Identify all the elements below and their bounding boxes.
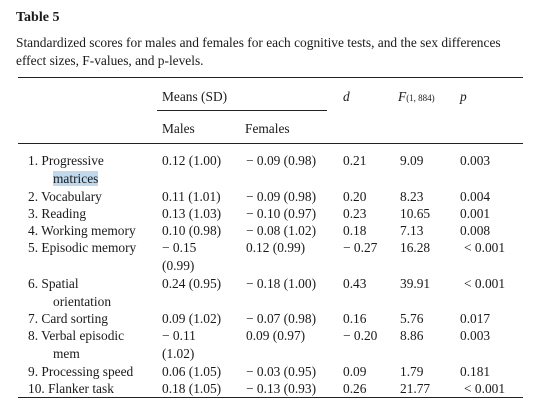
row-p-value: 0.181 <box>460 364 491 379</box>
row-f-value: 1.79 <box>400 364 424 379</box>
table-caption-line2: effect sizes, F-values, and p-levels. <box>16 53 204 68</box>
row-p-value: 0.017 <box>460 311 491 326</box>
row-test-name: 10. Flanker task <box>28 381 114 396</box>
row-f-value: 21.77 <box>400 381 431 396</box>
row-males-value-cont: (0.99) <box>162 258 195 273</box>
row-f-value: 7.13 <box>400 223 424 238</box>
row-d-value: 0.16 <box>343 311 367 326</box>
row-p-value: 0.001 <box>460 206 491 221</box>
row-test-name: 1. Progressive <box>28 153 104 168</box>
row-males-value: 0.12 (1.00) <box>162 153 222 168</box>
row-females-value: − 0.18 (1.00) <box>246 276 317 291</box>
row-females-value: 0.12 (0.99) <box>246 240 306 255</box>
row-males-value: 0.10 (0.98) <box>162 223 222 238</box>
header-females: Females <box>245 121 290 136</box>
row-test-name: 6. Spatial <box>28 276 79 291</box>
row-females-value: − 0.10 (0.97) <box>246 206 317 221</box>
row-females-value: − 0.08 (1.02) <box>246 223 317 238</box>
row-d-value: 0.23 <box>343 206 367 221</box>
highlighted-text: matrices <box>53 171 99 186</box>
header-f-sub: (1, 884) <box>406 93 435 103</box>
row-test-name: 5. Episodic memory <box>28 240 137 255</box>
row-males-value: 0.18 (1.05) <box>162 381 222 396</box>
row-f-value: 5.76 <box>400 311 424 326</box>
row-d-value: 0.21 <box>343 153 367 168</box>
header-d: d <box>343 89 350 104</box>
row-males-value: 0.11 (1.01) <box>162 189 221 204</box>
row-p-value: 0.003 <box>460 153 491 168</box>
row-females-value: 0.09 (0.97) <box>246 328 306 343</box>
row-test-name: 9. Processing speed <box>28 364 134 379</box>
row-d-value: − 0.27 <box>343 240 378 255</box>
row-f-value: 9.09 <box>400 153 424 168</box>
table-caption-line1: Standardized scores for males and female… <box>16 35 501 50</box>
top-rule <box>18 77 523 78</box>
row-test-name: 4. Working memory <box>28 223 136 238</box>
row-males-value: 0.13 (1.03) <box>162 206 222 221</box>
row-f-value: 10.65 <box>400 206 431 221</box>
row-test-name: 8. Verbal episodic <box>28 328 125 343</box>
row-females-value: − 0.07 (0.98) <box>246 311 317 326</box>
header-f-main: F <box>398 89 407 104</box>
header-males: Males <box>162 121 195 136</box>
table-label: Table 5 <box>16 10 60 25</box>
row-d-value: − 0.20 <box>343 328 378 343</box>
row-p-value: 0.004 <box>460 189 491 204</box>
row-males-value: 0.09 (1.02) <box>162 311 222 326</box>
row-d-value: 0.09 <box>343 364 367 379</box>
row-p-value: < 0.001 <box>464 276 506 291</box>
row-males-value: − 0.15 <box>162 240 197 255</box>
row-males-value: − 0.11 <box>162 328 196 343</box>
means-subrule <box>157 110 327 111</box>
row-d-value: 0.18 <box>343 223 367 238</box>
header-rule <box>18 143 523 144</box>
row-f-value: 39.91 <box>400 276 431 291</box>
row-females-value: − 0.03 (0.95) <box>246 364 317 379</box>
row-p-value: 0.003 <box>460 328 491 343</box>
row-test-name-cont: mem <box>53 346 80 361</box>
header-f: F(1, 884) <box>398 89 435 106</box>
row-males-value-cont: (1.02) <box>162 346 195 361</box>
row-females-value: − 0.09 (0.98) <box>246 153 317 168</box>
row-test-name: 7. Card sorting <box>28 311 108 326</box>
row-males-value: 0.06 (1.05) <box>162 364 222 379</box>
row-females-value: − 0.09 (0.98) <box>246 189 317 204</box>
row-males-value: 0.24 (0.95) <box>162 276 222 291</box>
row-test-name: 2. Vocabulary <box>28 189 102 204</box>
row-f-value: 8.23 <box>400 189 424 204</box>
header-means: Means (SD) <box>162 89 228 104</box>
bottom-rule <box>18 397 523 398</box>
row-test-name: 3. Reading <box>28 206 87 221</box>
row-test-name-cont: matrices <box>53 171 99 187</box>
row-females-value: − 0.13 (0.93) <box>246 381 317 396</box>
row-p-value: 0.008 <box>460 223 491 238</box>
row-p-value: < 0.001 <box>464 240 506 255</box>
row-test-name-cont: orientation <box>53 294 112 309</box>
row-d-value: 0.43 <box>343 276 367 291</box>
row-d-value: 0.20 <box>343 189 367 204</box>
header-p: p <box>460 89 467 104</box>
row-f-value: 16.28 <box>400 240 431 255</box>
row-p-value: < 0.001 <box>464 381 506 396</box>
row-f-value: 8.86 <box>400 328 424 343</box>
row-d-value: 0.26 <box>343 381 367 396</box>
